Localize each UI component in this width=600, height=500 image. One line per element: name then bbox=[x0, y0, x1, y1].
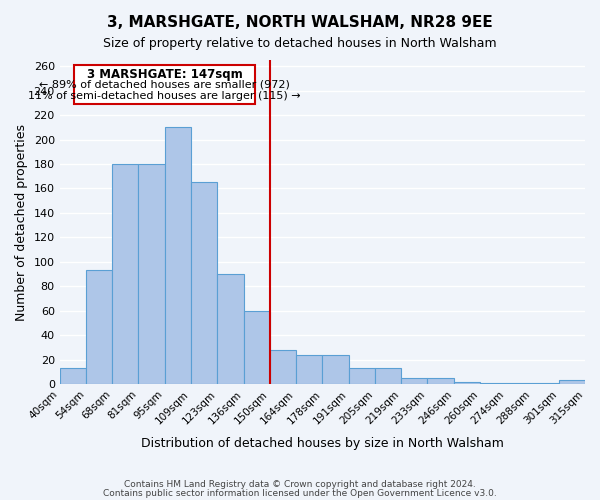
Bar bbox=[322, 355, 349, 384]
Bar bbox=[86, 270, 112, 384]
Bar bbox=[139, 164, 165, 384]
Bar bbox=[427, 378, 454, 384]
Bar bbox=[480, 383, 506, 384]
Bar bbox=[165, 128, 191, 384]
Bar bbox=[191, 182, 217, 384]
Bar bbox=[559, 380, 585, 384]
Bar bbox=[506, 383, 532, 384]
Y-axis label: Number of detached properties: Number of detached properties bbox=[15, 124, 28, 320]
Text: ← 89% of detached houses are smaller (972): ← 89% of detached houses are smaller (97… bbox=[39, 80, 290, 90]
Bar bbox=[401, 378, 427, 384]
X-axis label: Distribution of detached houses by size in North Walsham: Distribution of detached houses by size … bbox=[141, 437, 504, 450]
Bar bbox=[244, 311, 270, 384]
FancyBboxPatch shape bbox=[74, 65, 256, 104]
Bar bbox=[349, 368, 375, 384]
Bar bbox=[296, 355, 322, 384]
Text: 11% of semi-detached houses are larger (115) →: 11% of semi-detached houses are larger (… bbox=[28, 90, 301, 101]
Bar bbox=[217, 274, 244, 384]
Text: Contains public sector information licensed under the Open Government Licence v3: Contains public sector information licen… bbox=[103, 488, 497, 498]
Bar bbox=[112, 164, 139, 384]
Bar bbox=[375, 368, 401, 384]
Bar bbox=[59, 368, 86, 384]
Text: 3, MARSHGATE, NORTH WALSHAM, NR28 9EE: 3, MARSHGATE, NORTH WALSHAM, NR28 9EE bbox=[107, 15, 493, 30]
Text: Contains HM Land Registry data © Crown copyright and database right 2024.: Contains HM Land Registry data © Crown c… bbox=[124, 480, 476, 489]
Bar bbox=[270, 350, 296, 384]
Bar bbox=[532, 383, 559, 384]
Bar bbox=[454, 382, 480, 384]
Text: 3 MARSHGATE: 147sqm: 3 MARSHGATE: 147sqm bbox=[87, 68, 242, 81]
Text: Size of property relative to detached houses in North Walsham: Size of property relative to detached ho… bbox=[103, 38, 497, 51]
